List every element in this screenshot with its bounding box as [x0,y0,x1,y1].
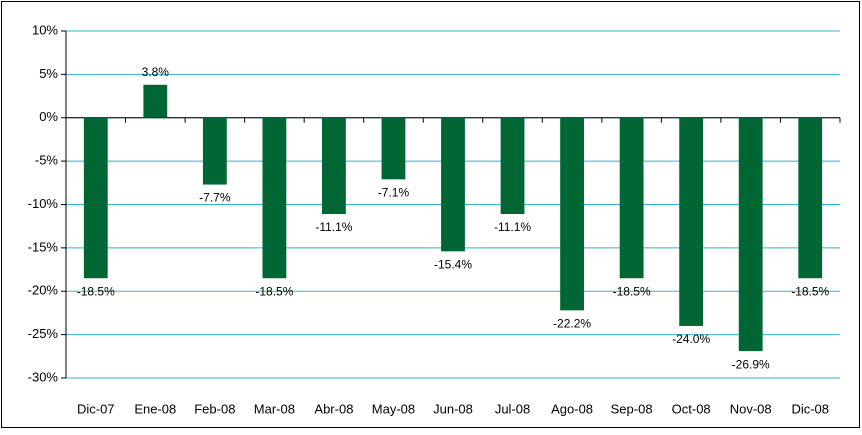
value-label: -15.4% [434,258,472,272]
bar [738,117,763,352]
x-tick-label: Abr-08 [314,401,353,416]
value-label: 3.8% [142,65,170,79]
value-label: -11.1% [315,220,352,234]
bar [798,117,823,279]
y-tick-label: -10% [28,196,59,211]
value-label: -26.9% [732,357,770,371]
bar [143,84,168,118]
y-tick-label: 5% [39,66,58,81]
x-tick-label: Feb-08 [194,401,235,416]
y-tick-label: -25% [28,326,59,341]
value-label: -18.5% [791,284,829,298]
bar [262,117,287,279]
x-tick-label: Mar-08 [254,401,295,416]
x-tick-label: Ago-08 [551,401,593,416]
x-tick-label: Oct-08 [672,401,711,416]
bar [560,117,584,311]
x-tick-label: Jun-08 [433,401,473,416]
bar [83,117,108,279]
bar [381,117,406,180]
value-label: -18.5% [255,284,293,298]
y-tick-label: -20% [28,283,59,298]
bar [679,117,704,326]
value-label: -11.1% [494,220,531,234]
x-tick-label: May-08 [372,401,415,416]
y-tick-label: -30% [28,369,59,384]
y-tick-label: 10% [32,22,58,37]
x-tick-label: Sep-08 [611,401,653,416]
bar [441,117,465,252]
bar [619,117,644,279]
y-tick-label: -15% [28,239,59,254]
value-label: -24.0% [672,332,710,346]
chart-border [1,1,860,428]
x-tick-label: Nov-08 [730,401,772,416]
value-label: -18.5% [77,284,115,298]
bar [202,117,227,185]
value-label: -22.2% [553,317,591,331]
value-label: -7.7% [199,191,231,205]
x-tick-label: Dic-07 [77,401,115,416]
x-tick-label: Dic-08 [791,401,829,416]
value-label: -7.1% [378,186,410,200]
bar [500,117,525,215]
x-tick-label: Jul-08 [495,401,530,416]
y-tick-label: -5% [35,153,59,168]
x-tick-label: Ene-08 [134,401,176,416]
bar [322,117,346,215]
value-label: -18.5% [613,284,651,298]
y-tick-label: 0% [39,109,58,124]
